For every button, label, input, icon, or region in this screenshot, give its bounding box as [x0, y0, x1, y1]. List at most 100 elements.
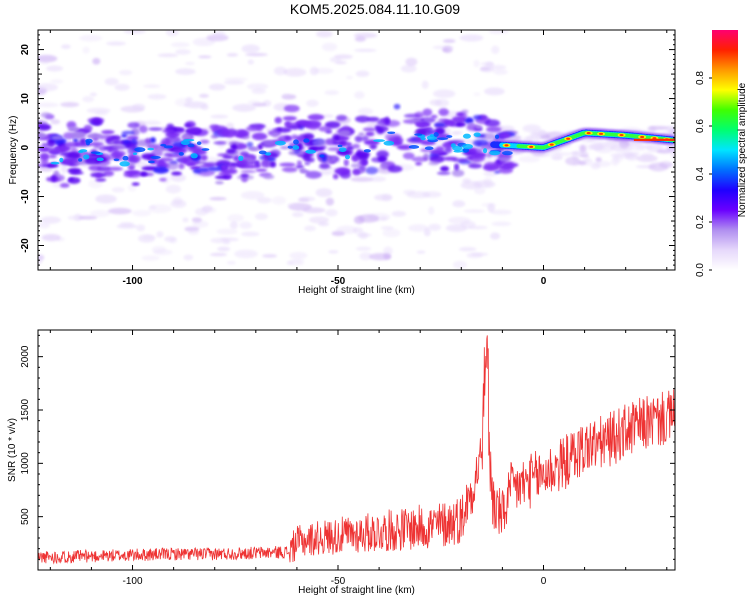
heatmap-ridge-highlight: [420, 137, 426, 141]
heatmap-ridge-blob: [213, 141, 227, 145]
heatmap-ridge-blob: [171, 171, 182, 176]
heatmap-noise-blob: [474, 187, 486, 195]
heatmap-ridge-blob: [209, 124, 220, 130]
heatmap-noise-blob: [232, 103, 256, 112]
heatmap-ridge-blob: [396, 144, 413, 150]
heatmap-ridge-blob: [345, 145, 355, 151]
heatmap-noise-blob: [90, 209, 110, 218]
heatmap-ridge-blob: [199, 139, 210, 144]
heatmap-noise-blob: [400, 64, 417, 73]
heatmap-noise-blob: [241, 231, 260, 237]
heatmap-noise-blob: [383, 246, 393, 256]
heatmap-noise-blob: [666, 125, 675, 134]
heatmap-ridge-blob: [480, 132, 497, 140]
heatmap-noise-blob: [460, 180, 482, 190]
heatmap-ridge-blob: [111, 144, 127, 150]
heatmap-xtick-label: -100: [123, 276, 143, 287]
heatmap-noise-blob: [329, 56, 342, 63]
heatmap-noise-blob: [325, 197, 335, 206]
heatmap-ridge-blob: [226, 148, 236, 154]
heatmap-ridge-blob: [295, 165, 304, 169]
heatmap-ridge-blob: [257, 143, 263, 150]
heatmap-ridge-blob: [67, 126, 80, 132]
heatmap-noise-blob: [61, 164, 68, 174]
heatmap-hotspot-red: [549, 143, 554, 146]
heatmap-noise-blob: [202, 205, 213, 212]
heatmap-noise-blob: [95, 194, 117, 204]
heatmap-hotspot-red: [652, 137, 657, 140]
heatmap-noise-blob: [428, 223, 441, 231]
heatmap-hotspot-red: [599, 132, 604, 135]
heatmap-ridge-blob: [338, 129, 351, 136]
heatmap-ridge-blob: [68, 177, 74, 181]
heatmap-noise-blob: [123, 30, 146, 34]
heatmap-ridge-blob: [246, 141, 254, 148]
heatmap-ridge-highlight: [494, 134, 500, 140]
heatmap-noise-blob: [291, 212, 304, 218]
heatmap-noise-blob: [106, 41, 126, 46]
heatmap-ridge-blob: [394, 137, 401, 143]
heatmap-noise-blob: [487, 203, 496, 213]
heatmap-ridge-blob: [124, 143, 137, 150]
heatmap-hotspot-red: [640, 135, 645, 139]
heatmap-layer: [38, 30, 675, 269]
heatmap-ridge-blob: [138, 125, 148, 133]
heatmap-ridge-blob: [267, 156, 276, 162]
heatmap-ridge-blob: [240, 173, 249, 178]
heatmap-ridge-highlight: [90, 151, 101, 155]
heatmap-ridge-highlight: [345, 154, 351, 160]
heatmap-ridge-blob: [343, 159, 349, 167]
line-frame: [37, 329, 676, 571]
heatmap-ridge-blob: [277, 135, 293, 143]
heatmap-noise-blob: [88, 179, 103, 189]
heatmap-ridge-blob: [95, 178, 107, 182]
heatmap-noise-blob: [174, 98, 191, 107]
heatmap-ridge-highlight: [147, 147, 154, 151]
heatmap-noise-blob: [256, 197, 272, 204]
heatmap-y-axis-title: Frequency (Hz): [8, 116, 19, 185]
heatmap-noise-blob: [142, 120, 162, 126]
snr-series-line: [38, 335, 675, 565]
line-x-axis-title: Height of straight line (km): [298, 585, 415, 596]
heatmap-ridge-blob: [40, 158, 49, 166]
heatmap-ridge-highlight: [187, 143, 195, 148]
heatmap-ridge-blob: [67, 177, 81, 184]
heatmap-noise-blob: [659, 161, 673, 169]
heatmap-ridge-blob: [424, 127, 433, 131]
heatmap-ridge-highlight: [483, 148, 488, 154]
heatmap-ridge-blob: [162, 129, 175, 133]
heatmap-ridge-blob: [365, 166, 378, 175]
heatmap-noise-blob: [152, 249, 173, 256]
heatmap-noise-blob: [170, 173, 187, 182]
heatmap-noise-blob: [229, 221, 238, 230]
heatmap-ridge-blob: [215, 180, 224, 185]
heatmap-ridge-blob: [192, 168, 202, 174]
heatmap-ridge-blob: [231, 143, 237, 151]
heatmap-ridge-blob: [251, 132, 268, 141]
heatmap-noise-blob: [374, 194, 393, 201]
heatmap-noise-blob: [423, 228, 431, 237]
heatmap-noise-blob: [493, 69, 508, 75]
heatmap-ridge-blob: [472, 139, 489, 148]
heatmap-ridge-highlight: [180, 140, 190, 146]
colorbar-tick-label: 0.0: [695, 263, 706, 277]
heatmap-noise-blob: [217, 246, 231, 252]
heatmap-noise-blob: [39, 167, 54, 172]
heatmap-ridge-blob: [415, 121, 431, 128]
heatmap-ridge-blob: [131, 127, 140, 136]
heatmap-ridge-highlight: [319, 154, 325, 158]
heatmap-ridge-blob: [350, 163, 361, 168]
heatmap-noise-blob: [354, 91, 365, 99]
heatmap-ridge-blob: [59, 183, 70, 188]
heatmap-ridge-blob: [355, 150, 371, 159]
heatmap-noise-blob: [175, 68, 196, 75]
heatmap-ridge-highlight: [274, 140, 286, 146]
heatmap-noise-blob: [306, 99, 319, 107]
heatmap-ridge-blob: [376, 150, 389, 159]
heatmap-noise-blob: [86, 107, 111, 114]
colorbar-fill: [712, 30, 738, 270]
heatmap-ridge-blob: [269, 161, 277, 168]
heatmap-noise-blob: [304, 225, 316, 232]
heatmap-noise-blob: [223, 80, 245, 85]
heatmap-noise-blob: [114, 83, 130, 91]
